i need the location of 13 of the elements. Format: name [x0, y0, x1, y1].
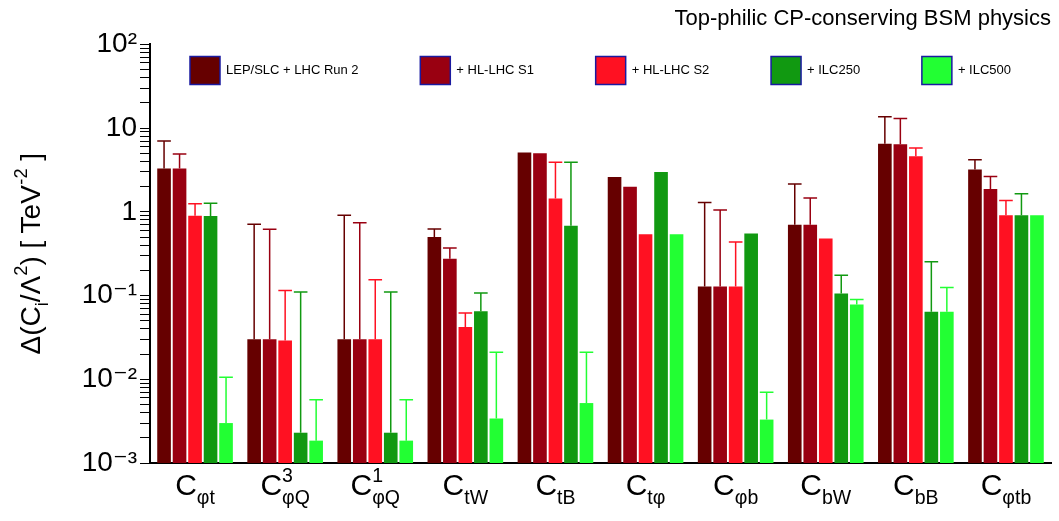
y-tick-label: 10⁻³ — [81, 445, 137, 477]
y-tick-label: 10² — [96, 27, 137, 59]
legend-label: + HL-LHC S1 — [456, 61, 534, 77]
y-axis-title: Δ(Ci/Λ2) [ TeV-2 ] — [11, 152, 53, 355]
y-tick-label: 10⁻² — [81, 362, 137, 393]
legend-label: LEP/SLC + LHC Run 2 — [226, 61, 359, 77]
y-tick-label: 1 — [121, 194, 137, 226]
y-tick-label: 10 — [105, 110, 137, 142]
y-tick-label: 10⁻¹ — [81, 278, 137, 310]
legend-label: + ILC250 — [807, 61, 861, 77]
legend-label: + HL-LHC S2 — [631, 61, 710, 77]
chart-title: Top-philic CP-conserving BSM physics — [674, 5, 1051, 31]
legend-label: + ILC500 — [957, 61, 1011, 77]
